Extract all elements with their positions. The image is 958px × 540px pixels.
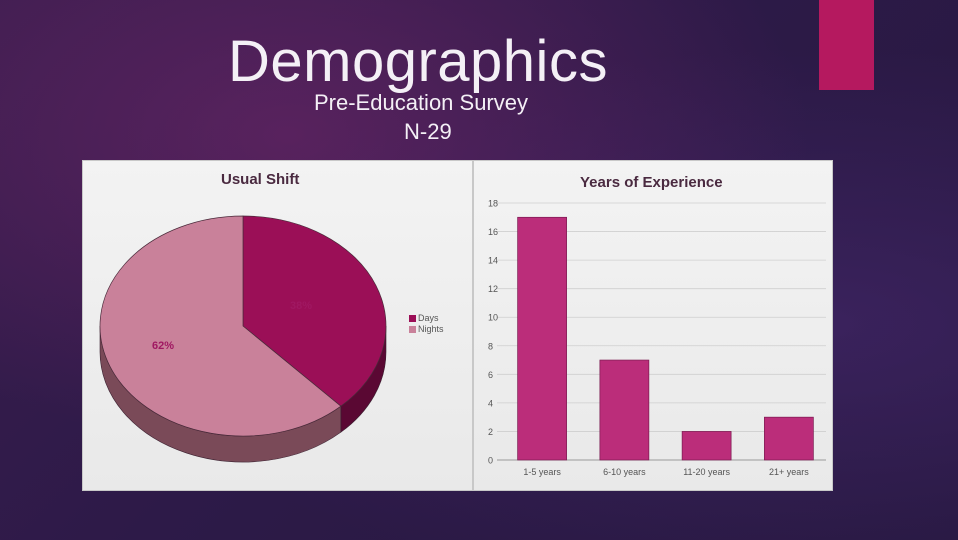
slide-subtitle: Pre-Education Survey <box>314 90 528 115</box>
y-tick-label-8: 8 <box>488 341 493 351</box>
pie-slice-nights <box>99 215 342 437</box>
y-tick-label-2: 2 <box>488 427 493 437</box>
pie-chart: 38% 62% <box>99 215 387 463</box>
bar-11-20-years <box>681 431 732 461</box>
pie-data-label-days: 38% <box>290 300 312 312</box>
legend-item-nights: Nights <box>409 324 444 335</box>
pie-slice-days <box>242 215 387 407</box>
legend-swatch-days <box>409 315 416 323</box>
x-tick-label-11-20-years: 11-20 years <box>683 467 730 477</box>
legend-label-days: Days <box>418 313 439 323</box>
y-tick-label-6: 6 <box>488 370 493 380</box>
y-tick-label-14: 14 <box>488 256 498 266</box>
x-tick-label-1-5-years: 1-5 years <box>523 467 561 477</box>
bar-6-10-years <box>599 359 650 461</box>
legend-label-nights: Nights <box>418 324 444 334</box>
legend-item-days: Days <box>409 313 444 324</box>
y-tick-label-12: 12 <box>488 284 498 294</box>
sample-size: N-29 <box>404 119 452 144</box>
legend-swatch-nights <box>409 326 416 334</box>
y-tick-label-0: 0 <box>488 456 493 466</box>
slide-title: Demographics <box>228 29 608 94</box>
pie-legend: Days Nights <box>409 313 444 335</box>
y-tick-label-16: 16 <box>488 227 498 237</box>
pie-chart-panel: Usual Shift 38% 62% Days Nights <box>82 160 473 491</box>
y-tick-label-4: 4 <box>488 398 493 408</box>
x-tick-label-21plus-years: 21+ years <box>769 467 809 477</box>
pie-chart-title: Usual Shift <box>221 171 300 188</box>
bar-1-5-years <box>517 216 567 461</box>
y-tick-label-10: 10 <box>488 313 498 323</box>
pie-data-label-nights: 62% <box>152 340 174 352</box>
bar-chart-panel: Years of Experience 0 2 4 6 8 10 12 14 16 18 1-5 y… <box>473 160 833 491</box>
y-tick-label-18: 18 <box>488 199 498 209</box>
bar-chart: 0 2 4 6 8 10 12 14 16 18 1-5 years 6-10 years 11-20 … <box>488 199 826 477</box>
accent-bar <box>819 0 874 90</box>
bar-21plus-years <box>764 416 814 461</box>
bar-chart-title: Years of Experience <box>580 174 723 191</box>
x-tick-label-6-10-years: 6-10 years <box>603 467 646 477</box>
